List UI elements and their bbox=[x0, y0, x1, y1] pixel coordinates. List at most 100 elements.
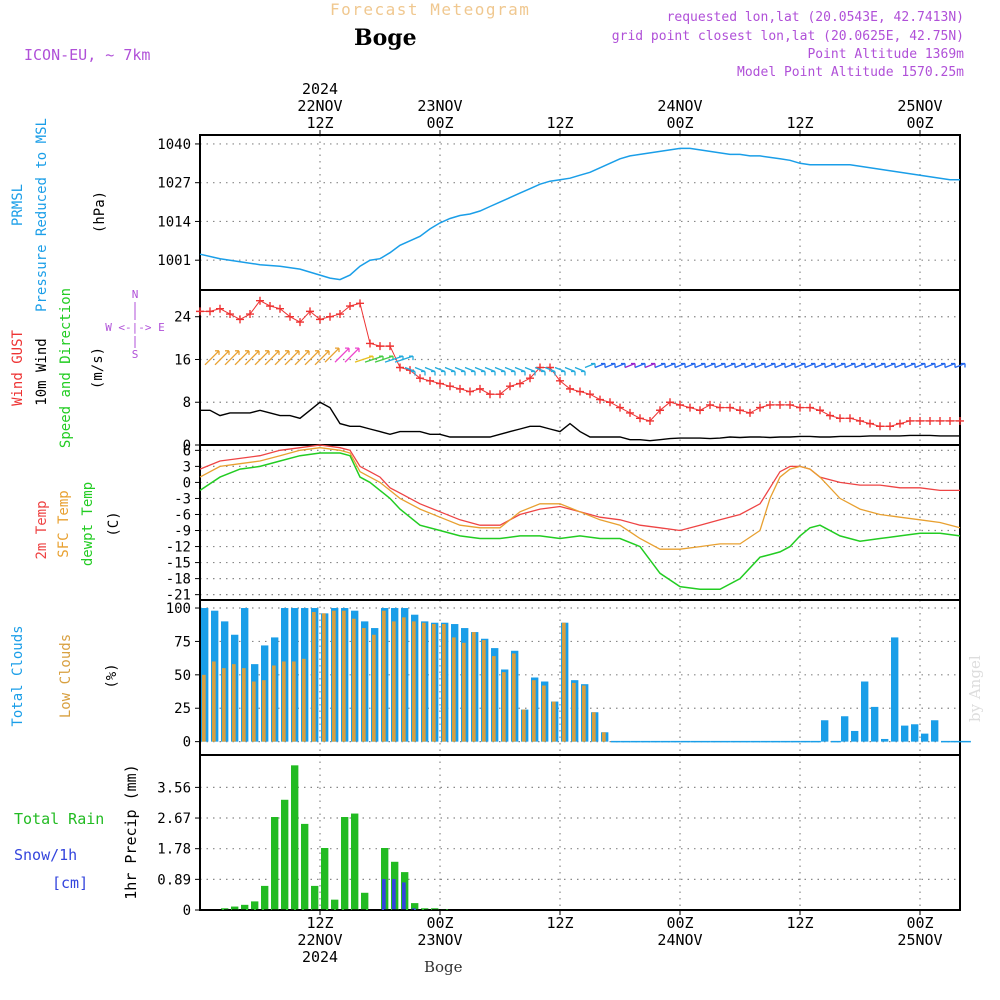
gust-marker bbox=[676, 400, 684, 409]
time-label-bottom: 25NOV bbox=[897, 931, 942, 949]
wind-arrowhead bbox=[345, 347, 350, 353]
rain-bar bbox=[411, 903, 419, 910]
wind-arrowhead bbox=[305, 350, 310, 355]
wind-arrow bbox=[764, 362, 776, 369]
low-cloud-bar bbox=[412, 621, 416, 742]
gust-marker bbox=[666, 398, 674, 407]
wind-arrow bbox=[614, 362, 626, 369]
gust-marker bbox=[606, 398, 614, 407]
rain-bar bbox=[221, 908, 229, 910]
time-label-top: 2024 bbox=[302, 80, 338, 98]
wind-arrowhead bbox=[431, 370, 436, 376]
snow-unit: [cm] bbox=[52, 874, 88, 892]
wind-arrow bbox=[414, 366, 426, 373]
low-cloud-bar bbox=[602, 732, 606, 742]
rain-bar bbox=[431, 908, 439, 910]
y-tick-label: 25 bbox=[174, 701, 191, 717]
gust-marker bbox=[376, 342, 384, 351]
wind-arrow bbox=[674, 362, 686, 369]
wind-label: 10m Wind bbox=[34, 338, 50, 405]
y-tick-label: -3 bbox=[174, 491, 191, 507]
y-tick-label: -6 bbox=[174, 507, 191, 523]
wind-arrow bbox=[314, 350, 330, 366]
chart-title: Forecast Meteogram bbox=[330, 0, 531, 19]
rain-bar bbox=[341, 817, 349, 910]
gust-marker bbox=[596, 395, 604, 404]
low-clouds-label: Low Clouds bbox=[58, 634, 74, 718]
temp-sfc-line bbox=[199, 447, 961, 550]
gust-marker bbox=[726, 403, 734, 412]
wind-arrow bbox=[874, 362, 886, 369]
wind-arrow bbox=[834, 362, 846, 369]
gust-marker bbox=[586, 390, 594, 399]
gust-marker bbox=[436, 379, 444, 388]
wind-arrowhead bbox=[551, 370, 556, 376]
time-label-top: 00Z bbox=[426, 114, 453, 132]
wind-arrowhead bbox=[255, 350, 260, 355]
gust-marker bbox=[946, 416, 954, 425]
dewpoint-label: dewpt Temp bbox=[80, 482, 96, 566]
gust-marker bbox=[616, 403, 624, 412]
y-tick-label: 75 bbox=[174, 634, 191, 650]
rain-bar bbox=[351, 813, 359, 910]
time-label-bottom: 23NOV bbox=[417, 931, 462, 949]
footer-place: Boge bbox=[424, 958, 463, 976]
snow-bar bbox=[392, 879, 396, 910]
time-label-top: 00Z bbox=[666, 114, 693, 132]
wind-arrowhead bbox=[315, 350, 320, 355]
gust-marker bbox=[826, 411, 834, 420]
wind-arrow bbox=[814, 362, 826, 369]
low-cloud-bar bbox=[242, 668, 246, 742]
wind-arrowhead bbox=[461, 370, 466, 376]
wind-arrowhead bbox=[225, 350, 230, 355]
wind-arrow bbox=[254, 350, 270, 366]
wind-arrow bbox=[344, 347, 360, 363]
y-tick-label: 100 bbox=[166, 601, 191, 617]
wind-arrow bbox=[244, 350, 260, 366]
wind-arrow bbox=[954, 362, 966, 369]
wind-arrowhead bbox=[245, 350, 250, 355]
wind-arrow bbox=[734, 362, 746, 369]
clouds-unit: (%) bbox=[104, 663, 120, 688]
wind-arrow bbox=[504, 366, 516, 373]
gust-marker bbox=[346, 302, 354, 311]
gust-marker bbox=[526, 374, 534, 383]
wind-arrow bbox=[704, 362, 716, 369]
wind-arrow bbox=[264, 350, 280, 366]
time-label-bottom: 00Z bbox=[906, 914, 933, 932]
gust-marker bbox=[866, 419, 874, 428]
temp-2m-line bbox=[199, 444, 960, 532]
gust-marker bbox=[366, 339, 374, 348]
grid-point-coordinates: grid point closest lon,lat (20.0625E, 42… bbox=[611, 29, 964, 44]
snow-bar bbox=[382, 879, 386, 910]
low-cloud-bar bbox=[312, 612, 316, 742]
wind-arrowhead bbox=[215, 350, 220, 355]
y-tick-label: 6 bbox=[183, 443, 191, 459]
gust-marker bbox=[386, 342, 394, 351]
point-altitude: Point Altitude 1369m bbox=[807, 47, 964, 62]
y-tick-label: 1040 bbox=[157, 137, 191, 153]
gust-marker bbox=[846, 414, 854, 423]
low-cloud-bar bbox=[392, 621, 396, 742]
low-cloud-bar bbox=[472, 632, 476, 742]
low-cloud-bar bbox=[482, 640, 486, 742]
precip-unit: 1hr Precip (mm) bbox=[122, 764, 140, 899]
wind-arrow bbox=[554, 366, 566, 373]
compass-north: N bbox=[132, 288, 139, 301]
gust-marker bbox=[856, 416, 864, 425]
gust-marker bbox=[886, 422, 894, 431]
wind-arrowhead bbox=[541, 370, 546, 376]
time-label-bottom: 12Z bbox=[306, 914, 333, 932]
time-label-bottom: 12Z bbox=[546, 914, 573, 932]
wind-arrow bbox=[684, 362, 696, 369]
wind-arrowhead bbox=[571, 370, 576, 376]
low-cloud-bar bbox=[352, 618, 356, 742]
rain-bar bbox=[281, 799, 289, 910]
wind-direction-label: Speed and Direction bbox=[58, 288, 74, 448]
wind-arrowhead bbox=[961, 362, 966, 368]
rain-label: Total Rain bbox=[14, 810, 104, 828]
gust-marker bbox=[456, 384, 464, 393]
y-tick-label: 3 bbox=[183, 459, 191, 475]
panel-frame-temp bbox=[199, 444, 961, 601]
dewpoint-line bbox=[199, 452, 961, 591]
